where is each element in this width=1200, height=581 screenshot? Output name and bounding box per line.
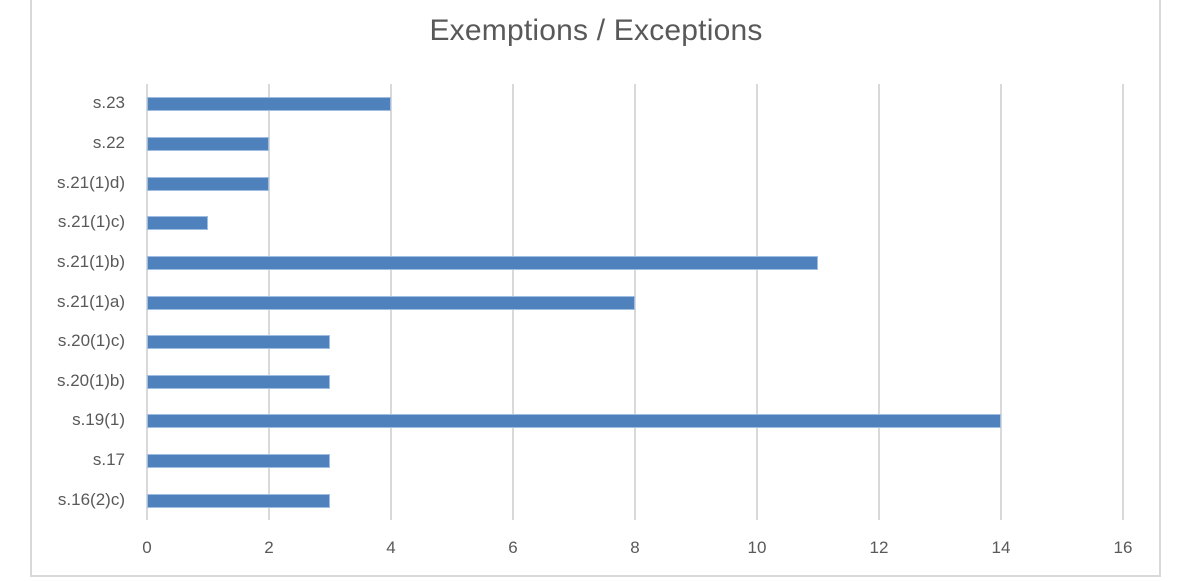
gridline (756, 84, 758, 520)
y-category-label: s.17 (92, 450, 125, 470)
bar (147, 335, 330, 350)
bar (147, 176, 269, 191)
bar (147, 136, 269, 151)
chart-frame (30, 0, 1161, 577)
y-category-label: s.19(1) (72, 410, 125, 430)
y-category-label: s.20(1)b) (56, 370, 125, 390)
x-tick-label: 4 (386, 538, 396, 557)
x-tick-label: 16 (1113, 538, 1133, 557)
y-category-label: s.23 (92, 93, 125, 113)
x-tick-label: 10 (747, 538, 767, 557)
y-category-label: s.21(1)b) (56, 251, 125, 271)
gridline (878, 84, 880, 520)
x-tick-label: 8 (630, 538, 640, 557)
x-tick-label: 12 (869, 538, 889, 557)
bar (147, 493, 330, 508)
gridline (1122, 84, 1124, 520)
y-category-label: s.21(1)d) (56, 172, 125, 192)
x-tick-label: 0 (142, 538, 152, 557)
plot-area (146, 84, 1124, 520)
chart-title: Exemptions / Exceptions (429, 14, 763, 47)
x-tick-label: 6 (508, 538, 518, 557)
y-category-label: s.20(1)c) (57, 331, 125, 351)
y-category-label: s.21(1)c) (57, 212, 125, 232)
gridline (634, 84, 636, 520)
bar (147, 255, 818, 270)
x-tick-label: 14 (991, 538, 1011, 557)
bar (147, 374, 330, 389)
x-tick-label: 2 (264, 538, 274, 557)
bar (147, 97, 391, 112)
bar (147, 295, 635, 310)
y-category-label: s.16(2)c) (57, 489, 125, 509)
bar (147, 216, 208, 231)
y-category-label: s.22 (92, 132, 125, 152)
y-category-label: s.21(1)a) (56, 291, 125, 311)
bar (147, 454, 330, 469)
bar (147, 414, 1001, 429)
gridline (1000, 84, 1002, 520)
